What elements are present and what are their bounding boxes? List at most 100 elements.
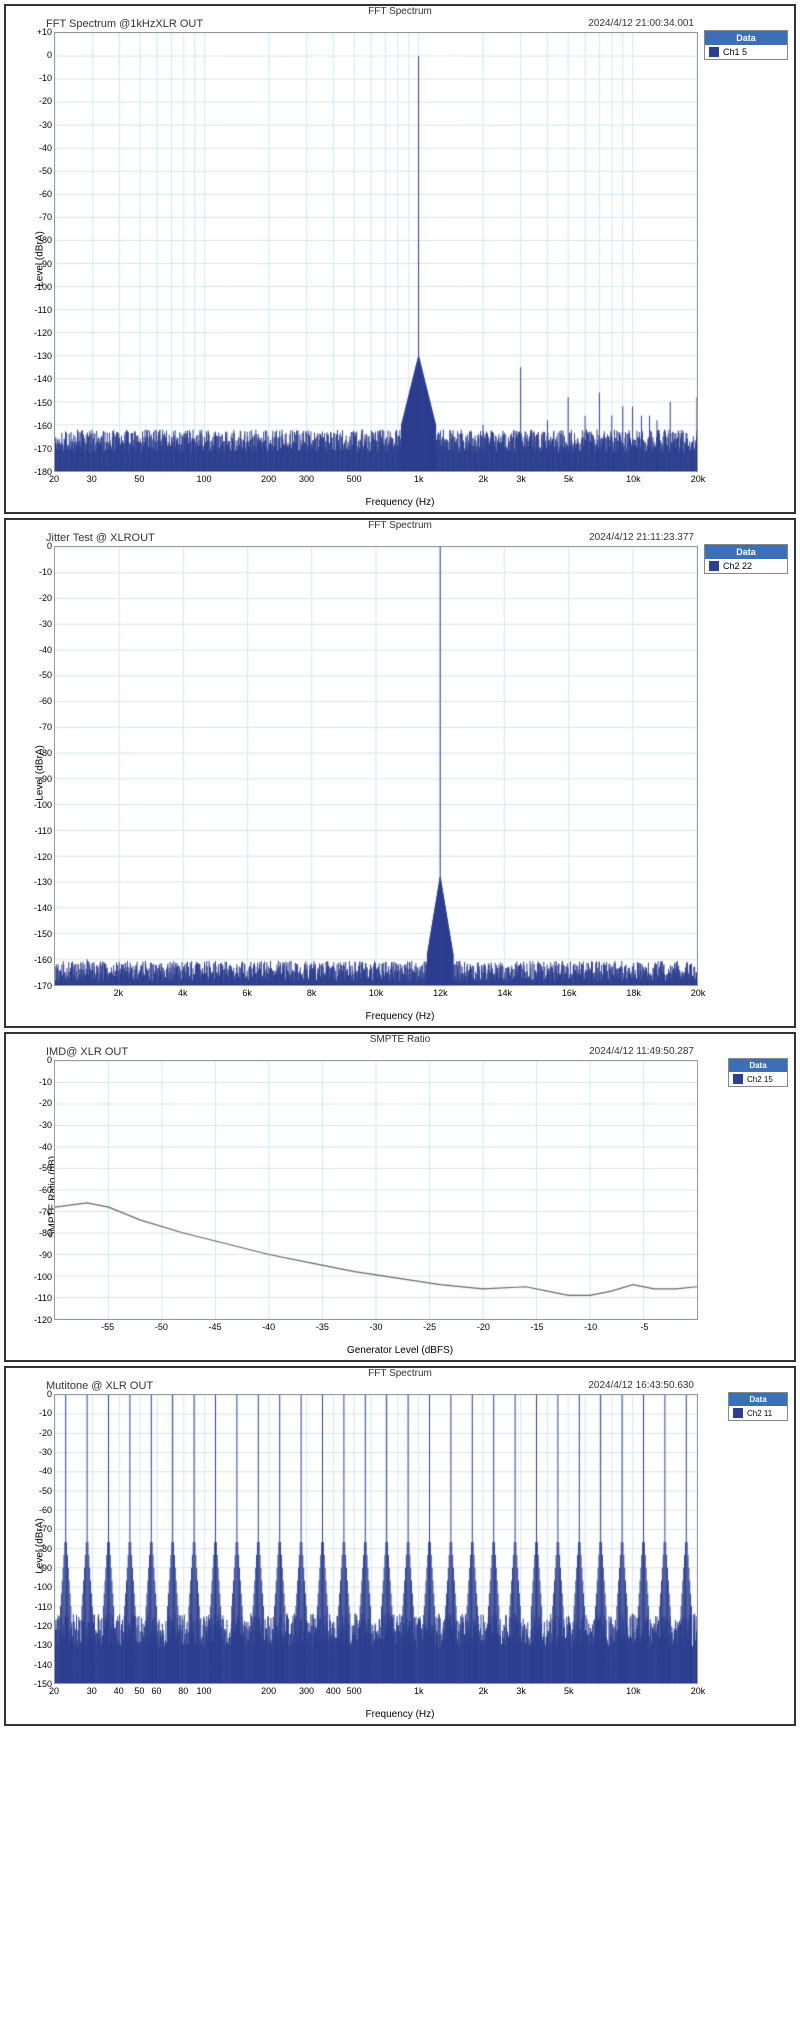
x-tick: 30 (87, 1686, 97, 1696)
y-tick: -130 (26, 877, 52, 887)
y-tick: -60 (26, 1185, 52, 1195)
x-tick: -25 (423, 1322, 436, 1332)
legend-header: Data (729, 1059, 787, 1072)
x-tick: 80 (178, 1686, 188, 1696)
y-tick: -10 (26, 73, 52, 83)
y-tick: -50 (26, 1163, 52, 1173)
legend: Data Ch2 15 (728, 1058, 788, 1087)
x-ticks: 2030405060801002003004005001k2k3k5k10k20… (54, 1686, 698, 1698)
x-tick: 2k (479, 474, 489, 484)
legend-swatch-icon (733, 1074, 743, 1084)
y-ticks: 0-10-20-30-40-50-60-70-80-90-100-110-120 (32, 1060, 52, 1320)
x-tick: 6k (242, 988, 252, 998)
x-tick: 1k (414, 1686, 424, 1696)
legend: DataCh2 11 (728, 1392, 788, 1421)
plot-area (54, 1060, 698, 1320)
y-tick: -30 (26, 1447, 52, 1457)
x-tick: 30 (87, 474, 97, 484)
x-tick: -5 (640, 1322, 648, 1332)
panel-subtitle: IMD@ XLR OUT (46, 1046, 128, 1058)
x-tick: 20k (691, 988, 706, 998)
legend: Data Ch1 5 (704, 30, 788, 60)
x-tick: 50 (134, 1686, 144, 1696)
y-tick: -130 (26, 1640, 52, 1650)
timestamp: 2024/4/12 16:43:50.630 (588, 1380, 694, 1391)
legend-item: Ch1 5 (705, 45, 787, 59)
legend-item: Ch2 11 (729, 1406, 787, 1420)
panel-subtitle: Mutitone @ XLR OUT (46, 1380, 153, 1392)
panel-subtitle: FFT Spectrum @1kHzXLR OUT (46, 18, 203, 30)
y-tick: -120 (26, 1315, 52, 1325)
y-tick: -20 (26, 1098, 52, 1108)
y-tick: -140 (26, 1660, 52, 1670)
y-tick: -20 (26, 1428, 52, 1438)
y-tick: -40 (26, 143, 52, 153)
legend-label: Ch2 15 (747, 1075, 773, 1084)
x-tick: 5k (564, 474, 574, 484)
legend-swatch-icon (709, 561, 719, 571)
y-tick: -70 (26, 1524, 52, 1534)
x-tick: 4k (178, 988, 188, 998)
x-tick: 8k (307, 988, 317, 998)
timestamp: 2024/4/12 21:11:23.377 (589, 532, 694, 543)
x-tick: 100 (197, 474, 212, 484)
panel-header: FFT Spectrum (364, 1368, 436, 1379)
x-tick: 16k (562, 988, 577, 998)
x-tick: 300 (299, 1686, 314, 1696)
y-tick: -70 (26, 722, 52, 732)
y-tick: -80 (26, 748, 52, 758)
y-tick: -20 (26, 96, 52, 106)
legend-header: Data (705, 545, 787, 559)
legend-header: Data (705, 31, 787, 45)
y-ticks: 0-10-20-30-40-50-60-70-80-90-100-110-120… (32, 546, 52, 986)
timestamp: 2024/4/12 11:49:50.287 (589, 1046, 694, 1057)
chart-canvas (55, 1061, 697, 1319)
y-tick: -60 (26, 696, 52, 706)
x-tick: 10k (369, 988, 384, 998)
timestamp: 2024/4/12 21:00:34.001 (588, 18, 694, 29)
plot-area (54, 546, 698, 986)
y-tick: -60 (26, 189, 52, 199)
legend-label: Ch1 5 (723, 47, 747, 57)
y-ticks: 0-10-20-30-40-50-60-70-80-90-100-110-120… (32, 1394, 52, 1684)
chart-canvas (55, 33, 697, 471)
y-tick: -40 (26, 1142, 52, 1152)
y-tick: -10 (26, 567, 52, 577)
x-axis-label: Frequency (Hz) (366, 1011, 435, 1022)
y-tick: -100 (26, 800, 52, 810)
legend-swatch-icon (709, 47, 719, 57)
y-tick: -130 (26, 351, 52, 361)
y-tick: 0 (26, 541, 52, 551)
y-tick: -100 (26, 282, 52, 292)
x-tick: 5k (564, 1686, 574, 1696)
legend-swatch-icon (733, 1408, 743, 1418)
y-tick: -110 (26, 1602, 52, 1612)
x-tick: 10k (626, 1686, 641, 1696)
y-tick: -30 (26, 1120, 52, 1130)
x-tick: 200 (261, 1686, 276, 1696)
x-tick: 3k (516, 1686, 526, 1696)
x-tick: 20k (691, 474, 706, 484)
y-tick: -150 (26, 929, 52, 939)
y-tick: -20 (26, 593, 52, 603)
y-tick: -110 (26, 305, 52, 315)
y-tick: -100 (26, 1582, 52, 1592)
legend-item: Ch2 15 (729, 1072, 787, 1086)
x-tick: 500 (347, 474, 362, 484)
x-tick: 60 (151, 1686, 161, 1696)
x-tick: -35 (316, 1322, 329, 1332)
y-tick: -50 (26, 1486, 52, 1496)
x-tick: 2k (114, 988, 124, 998)
y-tick: 0 (26, 1389, 52, 1399)
x-tick: -30 (369, 1322, 382, 1332)
y-tick: -80 (26, 235, 52, 245)
x-tick: 400 (326, 1686, 341, 1696)
x-tick: 300 (299, 474, 314, 484)
y-tick: -120 (26, 328, 52, 338)
y-tick: -140 (26, 903, 52, 913)
x-tick: -20 (477, 1322, 490, 1332)
legend-header: Data (729, 1393, 787, 1406)
chart-canvas (55, 547, 697, 985)
y-tick: -90 (26, 774, 52, 784)
y-tick: -10 (26, 1077, 52, 1087)
